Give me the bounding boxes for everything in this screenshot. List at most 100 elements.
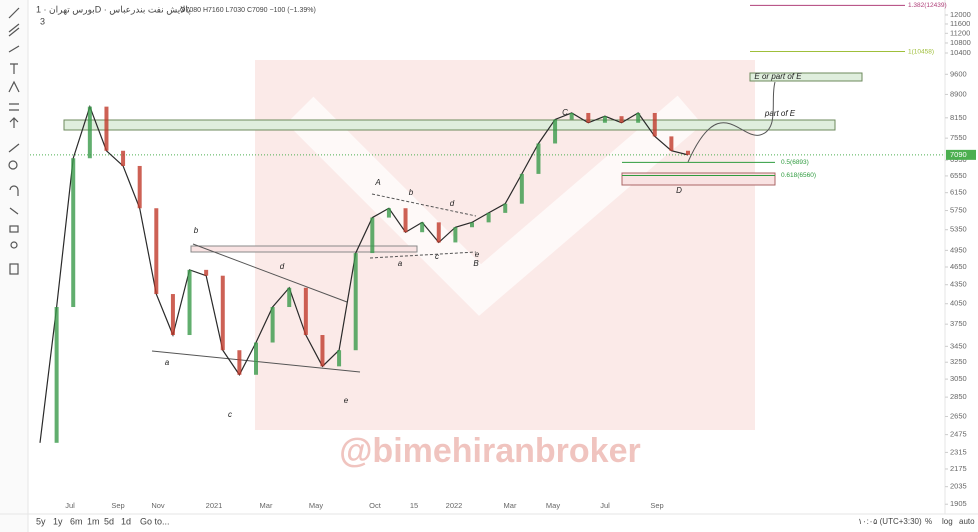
x-tick-label: Sep <box>111 501 124 510</box>
y-tick-label: 2475 <box>950 430 967 439</box>
wave-label: C <box>562 108 568 117</box>
candle <box>303 287 308 336</box>
candle <box>636 112 641 123</box>
wave-label: d <box>280 262 285 271</box>
fib-label: 0.618(6560) <box>781 172 816 179</box>
candle <box>403 208 408 233</box>
y-tick-label: 1905 <box>950 499 967 508</box>
legend-bg <box>30 2 350 28</box>
goto-button[interactable]: Go to... <box>140 516 170 526</box>
last-price-label: 7090 <box>950 150 967 159</box>
wave-label: part of E <box>764 109 796 118</box>
candle <box>170 294 175 336</box>
wave-label: d <box>450 199 455 208</box>
range-button[interactable]: 5y <box>36 516 46 526</box>
scale-option[interactable]: auto <box>959 517 975 526</box>
y-tick-label: 11600 <box>950 19 970 28</box>
candle <box>619 116 624 123</box>
tool-icons[interactable] <box>8 7 20 275</box>
y-tick-label: 2035 <box>950 482 967 491</box>
candle <box>187 269 192 336</box>
zone <box>190 245 418 253</box>
candle <box>137 165 142 209</box>
clock: ۱۰:۰۵ (UTC+3:30) <box>858 517 922 526</box>
watermark-shape <box>286 95 703 316</box>
candle <box>420 222 425 233</box>
wave-label: D <box>676 186 682 195</box>
wave-label: A <box>374 178 380 187</box>
x-tick-label: Nov <box>151 501 165 510</box>
x-tick-label: 2022 <box>446 501 463 510</box>
indicator-count[interactable]: 3 <box>40 16 45 26</box>
x-tick-label: Jul <box>65 501 75 510</box>
candle <box>386 208 391 218</box>
candle <box>503 203 508 213</box>
candle <box>486 212 491 223</box>
wave-label: E or part of E <box>754 72 802 81</box>
wave-label: c <box>435 252 439 261</box>
x-tick-label: Sep <box>650 501 663 510</box>
candle <box>87 106 92 159</box>
left-toolbar <box>0 0 28 532</box>
wave-label: b <box>409 188 414 197</box>
zone <box>621 172 776 186</box>
y-tick-label: 2650 <box>950 411 967 420</box>
candle <box>652 112 657 137</box>
scale-option[interactable]: log <box>942 517 953 526</box>
candle <box>337 350 342 367</box>
candle <box>470 222 474 228</box>
x-tick-label: Mar <box>504 501 517 510</box>
zone <box>749 72 863 82</box>
candle <box>370 217 375 254</box>
y-tick-label: 8150 <box>950 113 967 122</box>
zone <box>63 119 836 131</box>
range-button[interactable]: 1d <box>121 516 131 526</box>
wave-label: a <box>398 259 403 268</box>
x-tick-label: Jul <box>600 501 610 510</box>
fib-label: 1(10458) <box>908 48 934 55</box>
range-button[interactable]: 5d <box>104 516 114 526</box>
candle <box>586 112 591 123</box>
candle <box>254 342 258 375</box>
candle <box>453 227 458 243</box>
y-tick-label: 8900 <box>950 89 967 98</box>
y-tick-label: 5750 <box>950 206 967 215</box>
last-price-box <box>946 149 976 160</box>
x-tick-label: 15 <box>410 501 418 510</box>
candle <box>320 335 325 367</box>
wave-label: B <box>473 259 479 268</box>
candle <box>54 307 59 443</box>
candle <box>536 143 541 174</box>
y-tick-label: 2175 <box>950 464 967 473</box>
range-button[interactable]: 1y <box>53 516 63 526</box>
wave-label: c <box>228 410 232 419</box>
candle <box>553 119 558 144</box>
wave-label: e <box>475 250 480 259</box>
y-tick-label: 2850 <box>950 392 967 401</box>
candle <box>353 253 358 351</box>
ohlc: O7080 H7160 L7030 C7090 −100 (−1.39%) <box>180 7 316 14</box>
y-tick-label: 4350 <box>950 280 967 289</box>
candle <box>569 112 574 120</box>
y-tick-label: 6150 <box>950 188 967 197</box>
wave-label: e <box>344 396 349 405</box>
watermark-text: @bimehiranbroker <box>339 432 640 470</box>
y-tick-label: 3450 <box>950 341 967 350</box>
x-tick-label: May <box>309 501 323 510</box>
candle <box>220 275 225 351</box>
candle <box>154 208 159 295</box>
scale-option[interactable]: % <box>925 517 932 526</box>
y-tick-label: 12000 <box>950 10 971 19</box>
y-tick-label: 7550 <box>950 133 967 142</box>
candle <box>121 150 126 166</box>
fib-label: 1.382(12439) <box>908 2 947 9</box>
range-button[interactable]: 1m <box>87 516 100 526</box>
range-button[interactable]: 6m <box>70 516 83 526</box>
candle <box>686 150 690 155</box>
y-tick-label: 3250 <box>950 357 967 366</box>
price-line <box>39 104 689 443</box>
candle <box>436 222 441 243</box>
fib-label: 0.5(6893) <box>781 159 809 166</box>
